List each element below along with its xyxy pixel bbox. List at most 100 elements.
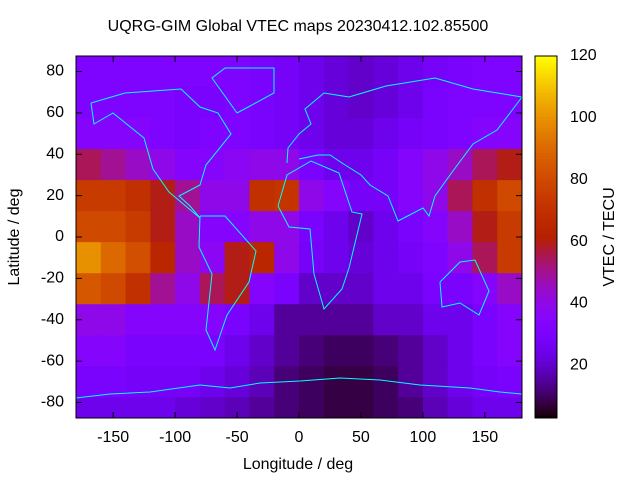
colorbar-swatch	[535, 59, 557, 63]
colorbar-swatch	[535, 336, 557, 341]
colorbar-swatch	[535, 170, 557, 175]
colorbar-tick-label: 100	[570, 109, 597, 126]
heat-cell	[224, 149, 251, 181]
colorbar-swatch	[535, 77, 557, 81]
heat-cell	[199, 56, 226, 88]
heat-cell	[125, 242, 151, 274]
colorbar-swatch	[535, 246, 557, 250]
colorbar-swatch	[535, 164, 557, 169]
heat-cell	[323, 335, 350, 367]
heat-cell	[472, 397, 498, 418]
colorbar-swatch	[535, 173, 557, 178]
colorbar-swatch	[535, 288, 557, 292]
heat-cell	[175, 335, 201, 367]
colorbar-swatch	[535, 402, 557, 407]
colorbar-swatch	[535, 408, 557, 413]
colorbar-swatch	[535, 381, 557, 386]
colorbar-swatch	[535, 125, 557, 129]
colorbar-swatch	[535, 131, 557, 135]
colorbar-swatch	[535, 185, 557, 190]
heat-cell	[125, 304, 151, 336]
colorbar-swatch	[535, 122, 557, 126]
heat-cell	[125, 397, 151, 418]
colorbar-swatch	[535, 197, 557, 202]
colorbar-swatch	[535, 327, 557, 332]
heat-cell	[76, 242, 102, 274]
heat-cell	[125, 56, 151, 88]
heat-cell	[472, 180, 498, 212]
colorbar-swatch	[535, 237, 557, 241]
colorbar-swatch	[535, 273, 557, 277]
heat-cell	[348, 273, 374, 305]
colorbar-swatch	[535, 149, 557, 154]
x-tick-label: -100	[159, 429, 191, 446]
colorbar-swatch	[535, 351, 557, 356]
heat-cell	[422, 335, 449, 367]
colorbar-swatch	[535, 221, 557, 226]
heat-cell	[224, 397, 251, 418]
colorbar-swatch	[535, 366, 557, 371]
heat-cell	[398, 335, 424, 367]
heat-cell	[472, 118, 498, 150]
colorbar-swatch	[535, 146, 557, 151]
colorbar-swatch	[535, 71, 557, 75]
heat-cell	[249, 180, 275, 212]
coastline	[439, 259, 490, 316]
colorbar-swatch	[535, 309, 557, 313]
heat-cell	[299, 118, 325, 150]
heat-cell	[299, 397, 325, 418]
heat-cell	[497, 118, 522, 150]
heat-cell	[497, 397, 522, 418]
heat-cell	[447, 180, 474, 212]
heat-cell	[274, 335, 300, 367]
colorbar-swatch	[535, 206, 557, 211]
heat-cell	[348, 87, 374, 119]
colorbar-swatch	[535, 86, 557, 90]
colorbar-swatch	[535, 291, 557, 295]
heat-cell	[224, 335, 251, 367]
colorbar-swatch	[535, 252, 557, 256]
heat-cell	[472, 211, 498, 243]
coastline	[76, 377, 522, 399]
heat-cell	[398, 118, 424, 150]
heat-cell	[323, 118, 350, 150]
heat-cell	[249, 397, 275, 418]
heat-cell	[422, 366, 449, 398]
heat-cell	[199, 397, 226, 418]
colorbar-swatch	[535, 65, 557, 69]
heat-cell	[100, 211, 127, 243]
heat-cell	[398, 242, 424, 274]
heat-cell	[175, 87, 201, 119]
colorbar-swatch	[535, 209, 557, 214]
colorbar-swatch	[535, 399, 557, 404]
x-tick-label: 150	[471, 429, 498, 446]
heat-cell	[76, 87, 102, 119]
heat-cell	[76, 118, 102, 150]
heat-cell	[175, 397, 201, 418]
heat-cell	[398, 180, 424, 212]
y-axis-label: Latitude / deg	[6, 189, 23, 286]
colorbar-swatch	[535, 191, 557, 196]
heat-cell	[150, 366, 176, 398]
heat-cell	[125, 335, 151, 367]
colorbar-swatch	[535, 303, 557, 307]
heat-cell	[299, 56, 325, 88]
heat-cell	[199, 273, 226, 305]
heat-cell	[348, 304, 374, 336]
colorbar-swatch	[535, 267, 557, 271]
heat-cell	[76, 335, 102, 367]
colorbar-swatch	[535, 396, 557, 401]
colorbar-swatch	[535, 62, 557, 66]
y-tick-label: 40	[46, 145, 64, 162]
heat-cell	[150, 56, 176, 88]
colorbar-swatch	[535, 354, 557, 359]
heat-cell	[447, 397, 474, 418]
colorbar-swatch	[535, 83, 557, 87]
heat-cell	[175, 56, 201, 88]
heat-cell	[447, 335, 474, 367]
colorbar-swatch	[535, 179, 557, 184]
colorbar-swatch	[535, 167, 557, 172]
heat-cell	[199, 118, 226, 150]
colorbar-swatch	[535, 200, 557, 205]
